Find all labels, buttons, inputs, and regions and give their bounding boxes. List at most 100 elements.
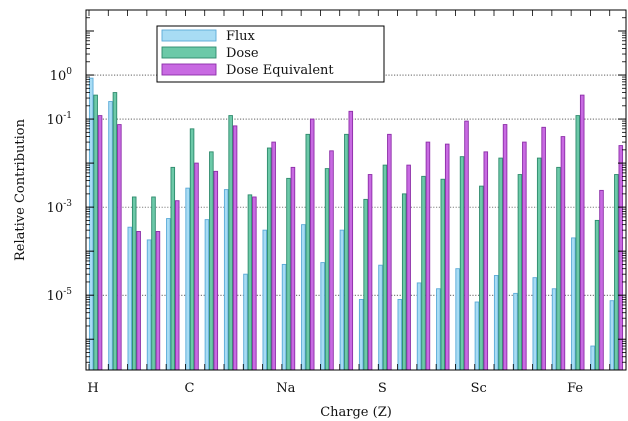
bar-groups — [88, 77, 624, 371]
bar-dose-z-1 — [93, 94, 98, 371]
bar-flux-z-18 — [416, 282, 422, 371]
bar-group-z-21 — [474, 151, 489, 371]
bar-dose-equivalent-z-23 — [522, 141, 527, 371]
bar-dose-z-17 — [401, 193, 407, 371]
bar-flux-z-2 — [108, 101, 113, 371]
legend: Flux Dose Dose Equivalent — [156, 25, 385, 83]
bar-group-z-24 — [532, 126, 546, 371]
bar-dose-z-7 — [209, 151, 214, 371]
bar-dose-z-21 — [479, 185, 484, 371]
bar-flux-z-12 — [301, 224, 306, 371]
plot-frame — [85, 9, 627, 371]
bar-dose-equivalent-z-20 — [464, 120, 469, 371]
x-tick-label-fe: Fe — [567, 381, 583, 396]
bar-flux-z-19 — [436, 288, 441, 371]
bar-flux-z-5 — [166, 218, 171, 371]
legend-swatch-dose — [161, 46, 217, 59]
x-tick-label-c: C — [184, 381, 194, 396]
bar-group-z-16 — [378, 133, 392, 371]
bar-flux-z-13 — [320, 262, 325, 371]
bar-group-z-8 — [223, 115, 238, 371]
x-tick-labels: H C Na S Sc Fe — [87, 381, 583, 396]
bar-group-z-10 — [262, 141, 276, 371]
bar-dose-z-19 — [440, 178, 446, 371]
bar-group-z-1 — [88, 77, 103, 371]
bar-group-z-3 — [127, 196, 141, 371]
legend-swatch-flux — [161, 29, 217, 42]
bar-dose-z-8 — [228, 115, 233, 371]
bar-dose-z-15 — [363, 198, 368, 371]
bar-flux-z-11 — [281, 263, 287, 371]
bar-group-z-12 — [301, 118, 315, 371]
bar-dose-equivalent-z-6 — [194, 162, 199, 371]
legend-label-dose: Dose — [226, 46, 259, 61]
bar-group-z-20 — [455, 120, 469, 371]
bar-flux-z-14 — [339, 229, 345, 371]
bar-flux-z-22 — [493, 275, 499, 371]
bar-dose-equivalent-z-16 — [387, 133, 392, 371]
bar-flux-z-6 — [185, 187, 190, 371]
bar-dose-z-14 — [344, 133, 349, 371]
y-tick-label: 100 — [50, 67, 73, 84]
bar-group-z-14 — [339, 110, 354, 371]
bar-dose-z-20 — [459, 156, 465, 371]
bar-flux-z-26 — [571, 237, 576, 371]
bar-flux-z-16 — [378, 264, 383, 371]
bar-dose-z-4 — [151, 196, 156, 371]
axis-ticks — [86, 10, 626, 370]
bar-dose-z-24 — [536, 157, 542, 371]
y-tick-label: 10-1 — [47, 111, 72, 128]
bar-flux-z-15 — [358, 299, 364, 371]
x-axis-label: Charge (Z) — [320, 405, 392, 420]
bar-dose-equivalent-z-2 — [117, 124, 122, 371]
bar-group-z-25 — [551, 136, 566, 371]
bar-dose-z-23 — [517, 174, 523, 371]
bar-dose-equivalent-z-17 — [406, 164, 411, 371]
bar-dose-equivalent-z-26 — [579, 94, 585, 371]
bar-dose-z-11 — [286, 177, 291, 371]
y-axis-label: Relative Contribution — [13, 118, 28, 261]
bar-flux-z-17 — [397, 299, 403, 371]
bar-group-z-5 — [166, 166, 180, 371]
bar-dose-equivalent-z-1 — [97, 115, 103, 371]
y-tick-label: 10-5 — [47, 287, 73, 304]
bar-dose-equivalent-z-13 — [329, 150, 334, 371]
bar-dose-equivalent-z-24 — [541, 126, 546, 371]
bar-group-z-9 — [243, 194, 257, 371]
bar-group-z-27 — [590, 189, 604, 371]
bar-group-z-19 — [436, 143, 450, 371]
bar-dose-z-18 — [421, 175, 426, 371]
bar-dose-equivalent-z-5 — [174, 200, 180, 371]
bar-group-z-22 — [493, 124, 508, 371]
bar-dose-z-28 — [614, 174, 619, 371]
bar-flux-z-28 — [609, 300, 615, 371]
bar-dose-equivalent-z-12 — [309, 118, 315, 371]
bar-group-z-4 — [146, 196, 161, 371]
bar-dose-z-25 — [556, 166, 561, 371]
bar-dose-z-9 — [247, 194, 253, 371]
bar-flux-z-25 — [551, 288, 557, 371]
bar-dose-equivalent-z-3 — [136, 231, 141, 371]
x-tick-label-sc: Sc — [471, 381, 487, 396]
bar-dose-equivalent-z-21 — [483, 151, 489, 371]
bar-dose-equivalent-z-7 — [213, 170, 219, 371]
bar-flux-z-7 — [204, 219, 210, 371]
bar-group-z-11 — [281, 166, 296, 371]
legend-label-flux: Flux — [226, 29, 256, 44]
bar-group-z-28 — [609, 145, 624, 371]
bar-dose-z-26 — [575, 115, 581, 371]
bar-flux-z-27 — [590, 345, 595, 371]
bar-dose-equivalent-z-9 — [252, 196, 257, 371]
legend-swatch-dose-equivalent — [161, 63, 217, 76]
bar-flux-z-21 — [474, 301, 480, 371]
x-tick-label-s: S — [378, 381, 387, 396]
bar-dose-z-16 — [382, 164, 388, 371]
bar-dose-equivalent-z-22 — [502, 124, 508, 371]
bar-dose-z-22 — [498, 157, 503, 371]
bar-flux-z-3 — [127, 226, 133, 371]
bar-group-z-15 — [358, 174, 373, 371]
bar-dose-equivalent-z-4 — [155, 231, 161, 371]
bar-dose-z-13 — [324, 168, 330, 371]
bar-dose-equivalent-z-15 — [367, 174, 373, 371]
bar-flux-z-20 — [455, 268, 460, 371]
